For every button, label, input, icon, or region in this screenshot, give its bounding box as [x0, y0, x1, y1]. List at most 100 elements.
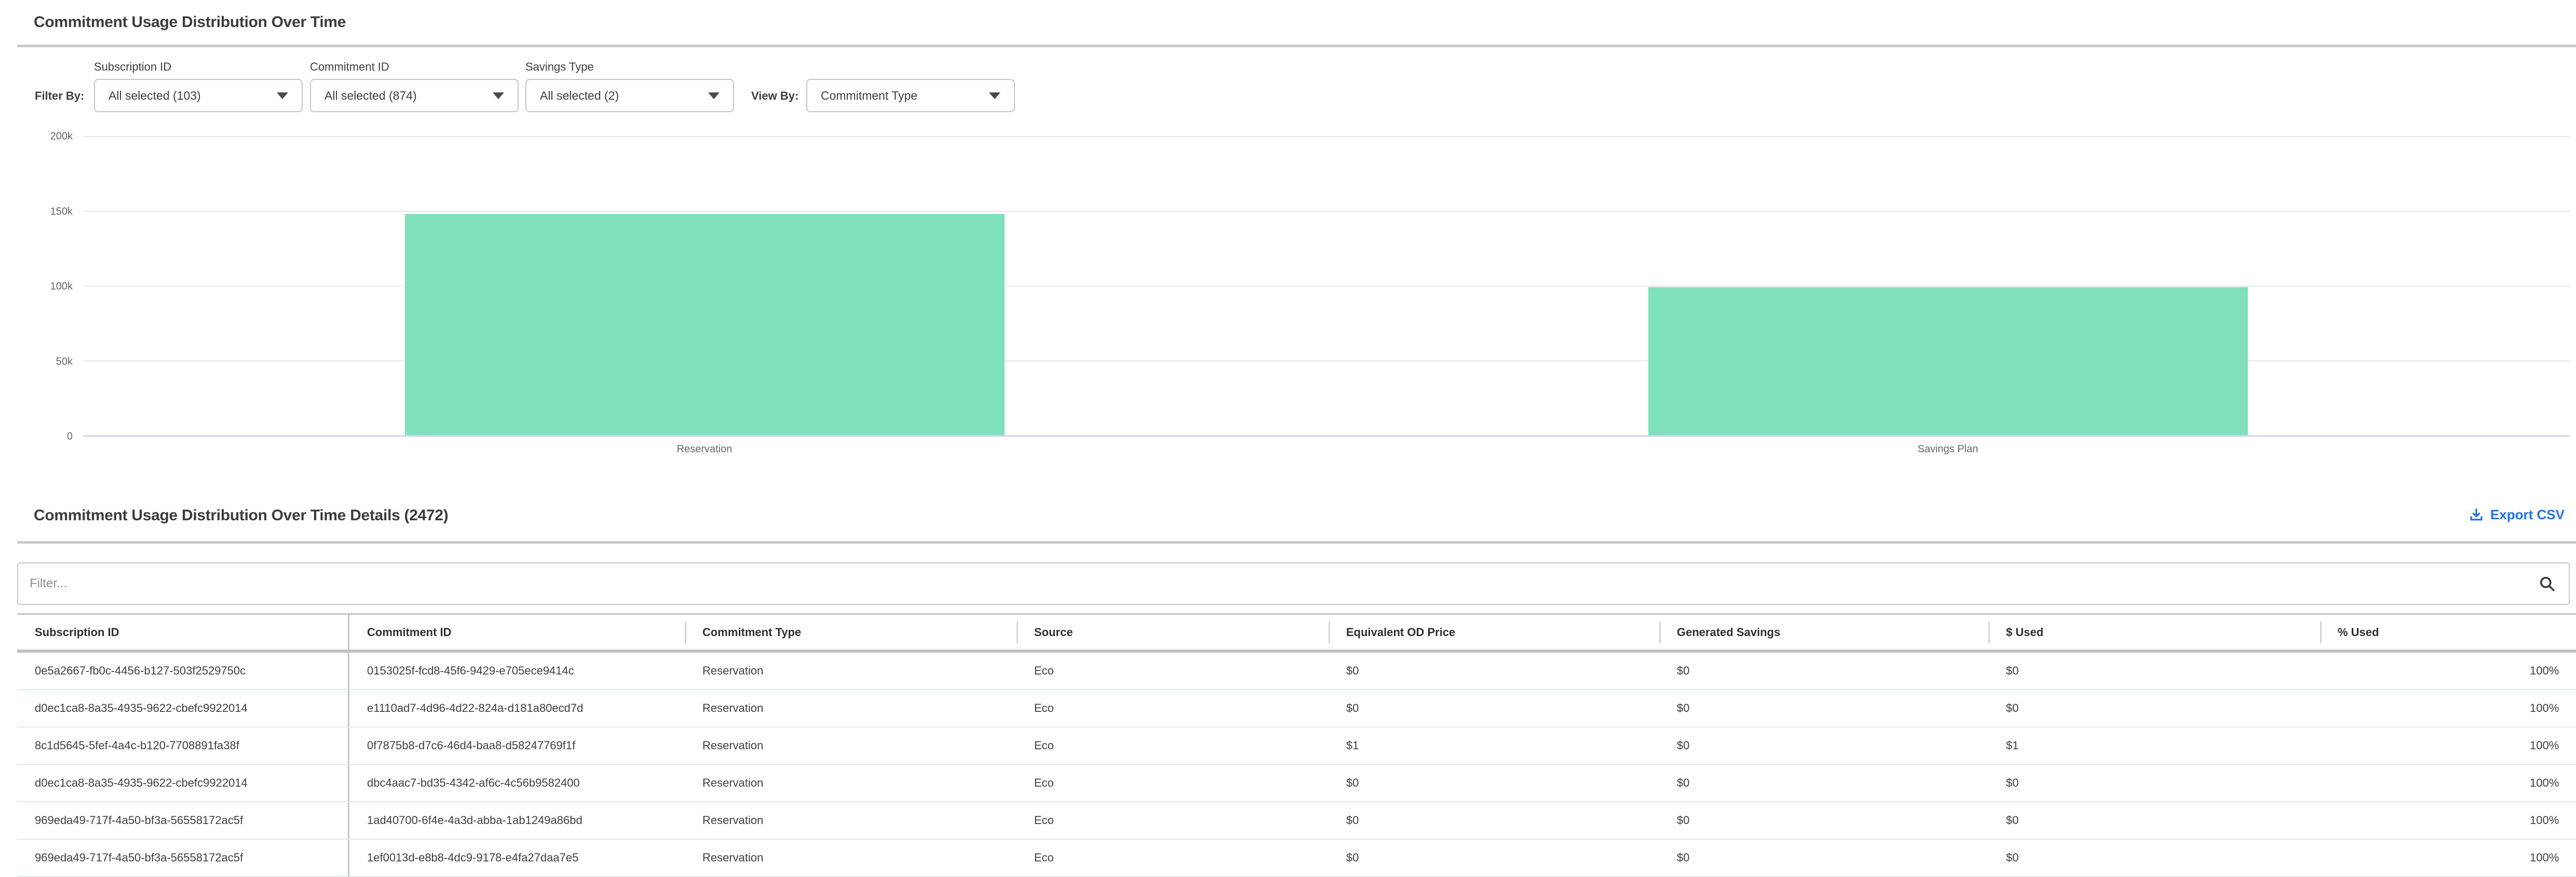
cell-dollar-used: $0	[2006, 851, 2019, 864]
chart-bar-savings-plan[interactable]	[1648, 287, 2248, 435]
gridline	[83, 360, 2570, 361]
table-row[interactable]: 969eda49-717f-4a50-bf3a-56558172ac5f 1ef…	[17, 840, 2576, 877]
usage-progress-bar	[2336, 667, 2523, 675]
gridline	[83, 211, 2570, 212]
cell-commitment-id: dbc4aac7-bd35-4342-af6c-4c56b9582400	[367, 776, 580, 789]
savings-type-label: Savings Type	[525, 60, 594, 73]
cell-commitment-id: 0f7875b8-d7c6-46d4-baa8-d58247769f1f	[367, 739, 576, 752]
table-header-row: Subscription ID Commitment ID Commitment…	[17, 613, 2576, 653]
cell-commitment-type: Reservation	[702, 851, 764, 864]
cell-equivalent-od-price: $1	[1346, 739, 1359, 752]
savings-type-dropdown-value: All selected (2)	[540, 88, 619, 102]
usage-progress-label: 100%	[2530, 776, 2559, 789]
cell-source: Eco	[1034, 776, 1054, 789]
commitment-id-dropdown[interactable]: All selected (874)	[310, 79, 519, 112]
download-icon	[2470, 508, 2483, 520]
subscription-id-dropdown-value: All selected (103)	[109, 88, 201, 102]
y-axis-tick: 50k	[56, 356, 73, 368]
usage-progress-bar	[2336, 779, 2523, 787]
column-header-generated-savings[interactable]: Generated Savings	[1659, 615, 1988, 650]
column-header-equivalent-od-price[interactable]: Equivalent OD Price	[1328, 615, 1659, 650]
view-by-label: View By:	[751, 89, 799, 102]
cell-pct-used: 100%	[2320, 802, 2576, 839]
usage-progress-bar	[2336, 817, 2523, 825]
cell-commitment-type: Reservation	[702, 664, 764, 677]
filter-by-label: Filter By:	[35, 89, 85, 102]
table-row[interactable]: d0ec1ca8-8a35-4935-9622-cbefc9922014 dbc…	[17, 765, 2576, 802]
table-body: 0e5a2667-fb0c-4456-b127-503f2529750c 015…	[17, 653, 2576, 877]
export-csv-label: Export CSV	[2490, 507, 2565, 522]
cell-generated-savings: $0	[1677, 701, 1690, 714]
cell-equivalent-od-price: $0	[1346, 851, 1359, 864]
usage-progress-bar	[2336, 854, 2523, 862]
chart-bar-reservation[interactable]	[405, 213, 1005, 435]
table-row[interactable]: 0e5a2667-fb0c-4456-b127-503f2529750c 015…	[17, 653, 2576, 690]
cell-generated-savings: $0	[1677, 664, 1690, 677]
x-axis-label-reservation: Reservation	[676, 443, 733, 455]
view-by-dropdown-value: Commitment Type	[821, 88, 918, 102]
column-header-pct-used[interactable]: % Used	[2320, 615, 2576, 650]
usage-progress-label: 100%	[2530, 664, 2559, 677]
chevron-down-icon	[989, 92, 1000, 99]
gridline	[83, 136, 2570, 137]
cell-equivalent-od-price: $0	[1346, 701, 1359, 714]
y-axis-tick: 150k	[50, 206, 73, 218]
details-title: Commitment Usage Distribution Over Time …	[34, 507, 449, 524]
cell-equivalent-od-price: $0	[1346, 776, 1359, 789]
table-row[interactable]: 969eda49-717f-4a50-bf3a-56558172ac5f 1ad…	[17, 802, 2576, 840]
cell-source: Eco	[1034, 664, 1054, 677]
commitment-id-label: Commitment ID	[310, 60, 389, 73]
commitment-id-dropdown-value: All selected (874)	[324, 88, 417, 102]
table-filter-container	[17, 562, 2570, 605]
table-filter-input[interactable]	[18, 563, 2532, 604]
table-row[interactable]: d0ec1ca8-8a35-4935-9622-cbefc9922014 e11…	[17, 690, 2576, 727]
column-header-dollar-used[interactable]: $ Used	[1988, 615, 2320, 650]
page-title: Commitment Usage Distribution Over Time	[34, 14, 346, 31]
cell-generated-savings: $0	[1677, 739, 1690, 752]
cell-source: Eco	[1034, 814, 1054, 827]
cell-pct-used: 100%	[2320, 727, 2576, 764]
view-by-dropdown[interactable]: Commitment Type	[806, 79, 1015, 112]
usage-progress-label: 100%	[2530, 739, 2559, 752]
cell-source: Eco	[1034, 739, 1054, 752]
cell-commitment-type: Reservation	[702, 776, 764, 789]
cell-source: Eco	[1034, 701, 1054, 714]
cell-commitment-type: Reservation	[702, 739, 764, 752]
gridline	[83, 286, 2570, 287]
column-header-commitment-type[interactable]: Commitment Type	[685, 615, 1016, 650]
usage-progress-label: 100%	[2530, 814, 2559, 827]
cell-dollar-used: $0	[2006, 814, 2019, 827]
usage-progress-label: 100%	[2530, 851, 2559, 864]
cell-commitment-id: 1ef0013d-e8b8-4dc9-9178-e4fa27daa7e5	[367, 851, 579, 864]
cell-generated-savings: $0	[1677, 851, 1690, 864]
chart-plot-area	[83, 136, 2570, 437]
column-header-subscription-id[interactable]: Subscription ID	[17, 615, 349, 650]
usage-progress-bar	[2336, 742, 2523, 750]
subscription-id-dropdown[interactable]: All selected (103)	[94, 79, 303, 112]
subscription-id-label: Subscription ID	[94, 60, 172, 73]
cell-subscription-id: 8c1d5645-5fef-4a4c-b120-7708891fa38f	[17, 727, 349, 764]
cell-subscription-id: 0e5a2667-fb0c-4456-b127-503f2529750c	[17, 653, 349, 689]
savings-type-dropdown[interactable]: All selected (2)	[525, 79, 734, 112]
column-header-source[interactable]: Source	[1016, 615, 1328, 650]
cell-generated-savings: $0	[1677, 776, 1690, 789]
cell-subscription-id: d0ec1ca8-8a35-4935-9622-cbefc9922014	[17, 690, 349, 726]
cell-source: Eco	[1034, 851, 1054, 864]
cell-commitment-type: Reservation	[702, 814, 764, 827]
cell-commitment-id: 0153025f-fcd8-45f6-9429-e705ece9414c	[367, 664, 574, 677]
chevron-down-icon	[493, 92, 504, 99]
cell-subscription-id: 969eda49-717f-4a50-bf3a-56558172ac5f	[17, 802, 349, 839]
cell-dollar-used: $1	[2006, 739, 2019, 752]
cell-pct-used: 100%	[2320, 765, 2576, 801]
cell-dollar-used: $0	[2006, 776, 2019, 789]
export-csv-button[interactable]: Export CSV	[2469, 507, 2565, 523]
table-row[interactable]: 8c1d5645-5fef-4a4c-b120-7708891fa38f 0f7…	[17, 727, 2576, 765]
search-icon[interactable]	[2532, 574, 2569, 593]
cell-equivalent-od-price: $0	[1346, 664, 1359, 677]
cell-subscription-id: d0ec1ca8-8a35-4935-9622-cbefc9922014	[17, 765, 349, 801]
cell-pct-used: 100%	[2320, 840, 2576, 876]
column-header-commitment-id[interactable]: Commitment ID	[367, 625, 452, 639]
cell-pct-used: 100%	[2320, 690, 2576, 726]
cell-commitment-type: Reservation	[702, 701, 764, 714]
chevron-down-icon	[708, 92, 720, 99]
